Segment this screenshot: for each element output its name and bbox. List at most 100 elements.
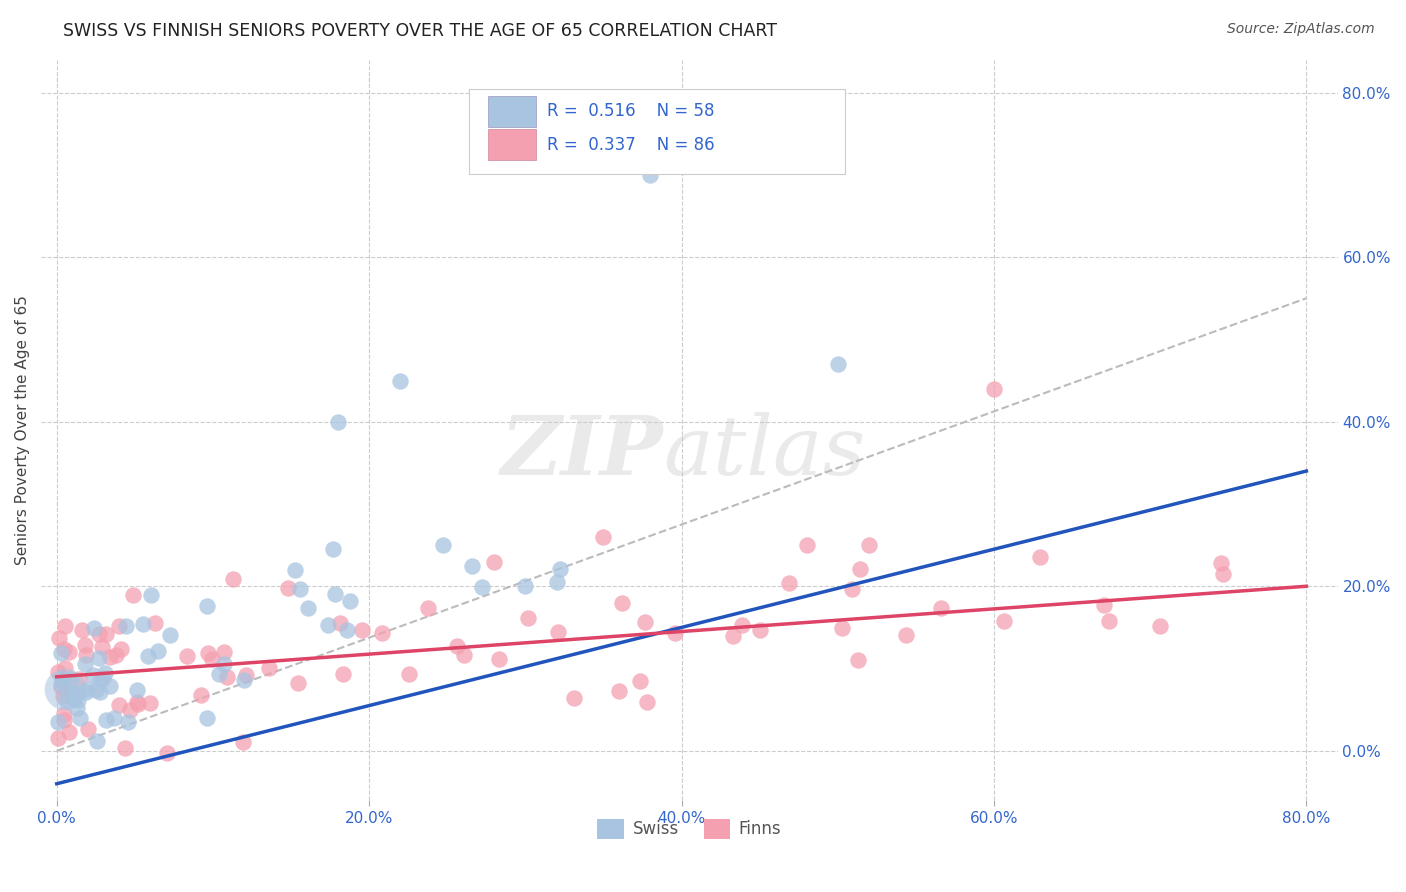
Point bbox=[105, 648, 128, 663]
Point bbox=[398, 667, 420, 681]
Point bbox=[841, 582, 863, 596]
FancyBboxPatch shape bbox=[470, 89, 845, 175]
Point bbox=[548, 561, 571, 575]
Point bbox=[290, 582, 312, 596]
Point bbox=[98, 679, 121, 693]
Point bbox=[139, 697, 162, 711]
Point bbox=[517, 610, 540, 624]
Point bbox=[66, 693, 89, 707]
Point bbox=[98, 650, 121, 665]
Point bbox=[84, 683, 107, 698]
Point bbox=[127, 697, 149, 711]
Point bbox=[73, 638, 96, 652]
Point bbox=[233, 673, 256, 688]
Point bbox=[77, 722, 100, 736]
Point bbox=[389, 374, 412, 388]
Legend: Swiss, Finns: Swiss, Finns bbox=[591, 813, 787, 846]
Point bbox=[1092, 598, 1115, 612]
Point bbox=[117, 715, 139, 730]
FancyBboxPatch shape bbox=[488, 129, 536, 161]
Point bbox=[849, 562, 872, 576]
Point bbox=[831, 621, 853, 635]
Point bbox=[446, 639, 468, 653]
Point bbox=[82, 668, 104, 682]
Point bbox=[190, 688, 212, 702]
Point bbox=[350, 623, 373, 637]
Point bbox=[114, 619, 136, 633]
Point bbox=[195, 711, 218, 725]
Point bbox=[461, 558, 484, 573]
Point bbox=[108, 619, 131, 633]
Point bbox=[371, 626, 394, 640]
Text: ZIP: ZIP bbox=[501, 412, 664, 492]
Point bbox=[318, 618, 340, 632]
Point bbox=[53, 707, 76, 722]
Point bbox=[46, 665, 69, 679]
Point bbox=[69, 672, 91, 686]
Point bbox=[89, 685, 111, 699]
Point bbox=[66, 700, 89, 714]
Point bbox=[148, 644, 170, 658]
Point bbox=[53, 619, 76, 633]
Point bbox=[52, 641, 75, 656]
Point bbox=[222, 572, 245, 586]
Point bbox=[607, 683, 630, 698]
Point bbox=[53, 682, 76, 697]
Point bbox=[827, 357, 849, 371]
Point bbox=[96, 713, 118, 727]
Point bbox=[858, 538, 880, 552]
Point bbox=[323, 587, 346, 601]
Point bbox=[634, 615, 657, 629]
Point bbox=[1209, 556, 1232, 570]
Point bbox=[336, 623, 359, 637]
Point bbox=[132, 617, 155, 632]
Point bbox=[58, 725, 80, 739]
Point bbox=[62, 692, 84, 706]
Point bbox=[259, 661, 281, 675]
Point bbox=[212, 645, 235, 659]
Point bbox=[482, 555, 505, 569]
Point bbox=[52, 689, 75, 703]
Point bbox=[136, 649, 159, 664]
Text: Source: ZipAtlas.com: Source: ZipAtlas.com bbox=[1227, 22, 1375, 37]
Point bbox=[159, 628, 181, 642]
Point bbox=[846, 653, 869, 667]
Point bbox=[329, 615, 352, 630]
Point bbox=[339, 594, 361, 608]
Point bbox=[1212, 567, 1234, 582]
Point bbox=[547, 625, 569, 640]
Point bbox=[55, 693, 77, 707]
Point bbox=[471, 581, 494, 595]
Point bbox=[332, 667, 354, 681]
Point bbox=[326, 415, 349, 429]
Point bbox=[721, 629, 744, 643]
Point bbox=[201, 652, 224, 666]
Point bbox=[488, 652, 510, 666]
Point bbox=[564, 690, 586, 705]
Point bbox=[69, 711, 91, 725]
Point bbox=[48, 631, 70, 645]
Point bbox=[195, 599, 218, 613]
Point bbox=[46, 715, 69, 730]
Point bbox=[628, 673, 651, 688]
Point bbox=[208, 667, 231, 681]
Point bbox=[143, 615, 166, 630]
Point bbox=[592, 530, 614, 544]
Point bbox=[287, 676, 309, 690]
Point bbox=[993, 614, 1015, 628]
Point bbox=[232, 734, 254, 748]
Point bbox=[91, 671, 114, 685]
Point bbox=[778, 575, 800, 590]
Point bbox=[796, 538, 818, 552]
Point bbox=[125, 695, 148, 709]
Point bbox=[322, 542, 344, 557]
Point bbox=[217, 670, 239, 684]
Point bbox=[52, 714, 75, 728]
Point bbox=[96, 627, 118, 641]
Point bbox=[58, 645, 80, 659]
Point bbox=[94, 666, 117, 681]
Point bbox=[235, 668, 257, 682]
Point bbox=[610, 596, 633, 610]
Point bbox=[114, 741, 136, 756]
Text: SWISS VS FINNISH SENIORS POVERTY OVER THE AGE OF 65 CORRELATION CHART: SWISS VS FINNISH SENIORS POVERTY OVER TH… bbox=[63, 22, 778, 40]
